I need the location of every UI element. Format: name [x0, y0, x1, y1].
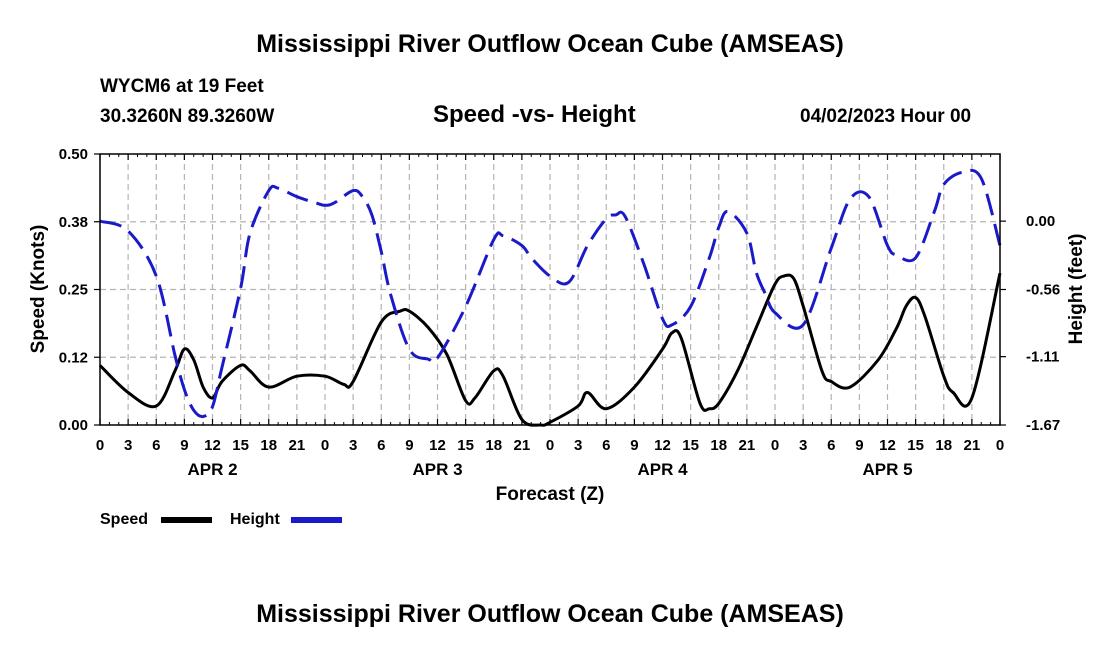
x-tick-label: 15 [682, 437, 699, 454]
x-tick-label: 15 [457, 437, 474, 454]
x-tick-label: 3 [799, 437, 807, 454]
footer-title: Mississippi River Outflow Ocean Cube (AM… [256, 600, 844, 628]
day-label: APR 2 [187, 460, 237, 479]
x-tick-label: 12 [654, 437, 671, 454]
height-series-line [99, 168, 1002, 419]
x-tick-label: 3 [574, 437, 582, 454]
x-tick-label: 3 [349, 437, 357, 454]
coordinates-label: 30.3260N 89.3260W [100, 106, 275, 127]
x-tick-label: 9 [855, 437, 863, 454]
x-axis-label: Forecast (Z) [496, 484, 605, 505]
x-tick-label: 15 [232, 437, 249, 454]
y-tick-label: 0.25 [59, 282, 88, 299]
x-tick-label: 9 [405, 437, 413, 454]
x-tick-label: 6 [602, 437, 610, 454]
x-tick-label: 18 [710, 437, 727, 454]
axis-ticks: 0 3 6 9 12 15 18 21 0 3 6 9 12 15 18 21 0 3 6 9 12 15 18 21 0 3 6 9… [59, 146, 1060, 479]
main-title: Mississippi River Outflow Ocean Cube (AM… [256, 30, 844, 58]
x-tick-label: 0 [321, 437, 329, 454]
y2-tick-label: -0.56 [1026, 282, 1060, 299]
day-label: APR 5 [862, 460, 912, 479]
y2-tick-label: -1.67 [1026, 417, 1060, 434]
legend-speed-swatch [161, 517, 212, 523]
series-lines [98, 168, 1002, 427]
date-label: 04/02/2023 Hour 00 [800, 106, 972, 127]
x-tick-label: 21 [289, 437, 306, 454]
x-tick-label: 6 [377, 437, 385, 454]
y-tick-label: 0.50 [59, 146, 88, 163]
y2-tick-label: -1.11 [1026, 349, 1059, 366]
x-tick-label: 12 [879, 437, 896, 454]
speed-height-chart: 0 3 6 9 12 15 18 21 0 3 6 9 12 15 18 21 0 3 6 9 12 15 18 21 0 3 6 9… [28, 146, 1087, 505]
y-tick-label: 0.12 [59, 349, 88, 366]
x-tick-label: 9 [180, 437, 188, 454]
y-tick-label: 0.38 [59, 214, 88, 231]
x-tick-label: 18 [485, 437, 502, 454]
x-tick-label: 3 [124, 437, 132, 454]
x-tick-label: 18 [935, 437, 952, 454]
x-tick-label: 21 [739, 437, 756, 454]
legend-height-label: Height [230, 511, 280, 528]
y2-tick-label: 0.00 [1026, 213, 1055, 230]
legend-height-swatch [291, 517, 342, 523]
x-tick-label: 6 [827, 437, 835, 454]
x-tick-label: 21 [964, 437, 981, 454]
legend-speed-label: Speed [100, 511, 149, 528]
speed-series-line [98, 272, 1002, 427]
x-tick-label: 0 [546, 437, 554, 454]
y-axis-label: Speed (Knots) [28, 225, 49, 354]
y2-axis-label: Height (feet) [1066, 234, 1087, 345]
y-tick-label: 0.00 [59, 417, 88, 434]
x-tick-label: 15 [907, 437, 924, 454]
x-tick-label: 0 [996, 437, 1004, 454]
chart-title: Speed -vs- Height [433, 101, 636, 128]
x-tick-label: 6 [152, 437, 160, 454]
day-label: APR 4 [637, 460, 688, 479]
x-tick-label: 0 [771, 437, 779, 454]
x-tick-label: 9 [630, 437, 638, 454]
x-tick-label: 12 [429, 437, 446, 454]
x-tick-label: 12 [204, 437, 221, 454]
day-label: APR 3 [412, 460, 462, 479]
x-tick-label: 21 [514, 437, 531, 454]
x-tick-label: 0 [96, 437, 104, 454]
x-tick-label: 18 [260, 437, 277, 454]
station-label: WYCM6 at 19 Feet [100, 76, 264, 97]
